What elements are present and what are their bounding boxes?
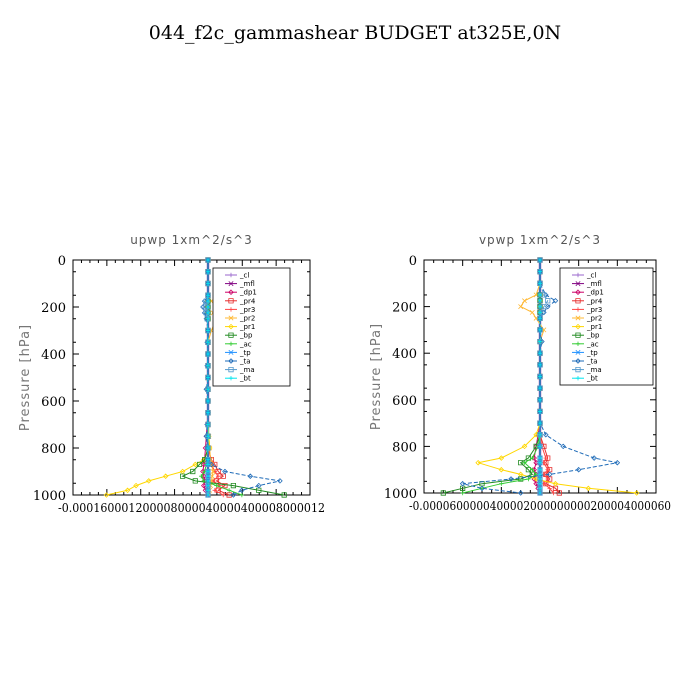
legend-marker <box>575 341 581 346</box>
legend-label: _mfl <box>239 280 255 288</box>
legend-marker <box>228 323 234 330</box>
legend-label: _bt <box>239 375 251 383</box>
panel-title: upwp 1xm^2/s^3 <box>130 233 253 247</box>
y-tick-label: 800 <box>41 442 66 457</box>
legend-label: _ma <box>586 366 602 374</box>
legend-marker <box>228 332 234 338</box>
legend-label: _pr4 <box>586 297 603 305</box>
legend-marker <box>575 349 581 355</box>
legend-label: _cl <box>586 272 596 280</box>
legend-marker <box>575 358 581 364</box>
series-markers-ma <box>202 257 211 498</box>
legend-label: _bp <box>239 332 253 340</box>
vpwp-panel: vpwp 1xm^2/s^3 Pressure [hPa] 0 200 400 600 80… <box>369 233 671 513</box>
y-tick-label: 600 <box>41 395 66 410</box>
legend-label: _pr1 <box>586 323 602 331</box>
legend-label: _mfl <box>586 280 602 288</box>
legend-label: _bt <box>586 375 598 383</box>
y-axis-label: Pressure [hPa] <box>369 323 384 430</box>
legend-marker <box>228 376 234 381</box>
legend-marker <box>228 315 234 321</box>
legend-marker <box>228 289 234 295</box>
legend-marker <box>575 298 581 304</box>
series-markers-bt <box>205 257 211 498</box>
legend-marker <box>575 289 581 295</box>
legend-marker <box>575 376 581 381</box>
series-markers-ma <box>537 257 551 496</box>
legend-marker <box>575 307 581 312</box>
legend-label: _dp1 <box>239 289 257 297</box>
legend-marker <box>228 298 234 304</box>
legend-label: _pr3 <box>586 306 602 314</box>
legend-label: _tp <box>239 349 251 357</box>
legend-label: _ta <box>239 358 251 366</box>
y-tick-label: 800 <box>392 440 417 455</box>
legend-marker <box>228 281 234 287</box>
legend-marker <box>575 332 581 338</box>
legend-label: _dp1 <box>586 289 604 297</box>
legend-marker <box>228 358 234 364</box>
y-tick-label: 400 <box>41 348 66 363</box>
y-axis-label: Pressure [hPa] <box>18 324 33 431</box>
legend-label: _ac <box>586 340 599 348</box>
y-tick-label: 1000 <box>384 487 417 502</box>
legend-label: _pr1 <box>239 323 255 331</box>
x-tick-labels: -0.000160001200008000040000400008000012 <box>58 501 325 515</box>
legend-marker <box>228 367 234 373</box>
legend-label: _tp <box>586 349 598 357</box>
legend-label: _pr2 <box>586 315 602 323</box>
y-tick-label: 200 <box>392 301 417 316</box>
x-tick-labels: -0.0000600000400002000000000200004000060 <box>409 499 671 513</box>
y-tick-label: 600 <box>392 394 417 409</box>
legend-marker <box>575 281 581 287</box>
legend-label: _cl <box>239 272 249 280</box>
upwp-panel: upwp 1xm^2/s^3 Pressure [hPa] 0 200 400 600 80… <box>18 233 325 515</box>
y-tick-label: 0 <box>58 254 66 269</box>
legend-label: _pr2 <box>239 315 255 323</box>
legend-label: _ac <box>239 340 252 348</box>
panel-title: vpwp 1xm^2/s^3 <box>479 233 601 247</box>
legend-marker <box>575 272 581 278</box>
y-tick-label: 0 <box>409 254 417 269</box>
legend-label: _pr4 <box>239 297 256 305</box>
figure-title: 044_f2c_gammashear BUDGET at325E,0N <box>149 22 561 44</box>
legend-marker <box>228 307 234 312</box>
legend-marker <box>228 272 234 278</box>
legend-marker <box>575 323 581 330</box>
legend-label: _ma <box>239 366 255 374</box>
y-tick-label: 1000 <box>33 489 66 504</box>
legend-marker <box>575 315 581 321</box>
y-tick-label: 200 <box>41 301 66 316</box>
legend-marker <box>228 349 234 355</box>
legend-label: _ta <box>586 358 598 366</box>
series-markers-bt <box>537 257 543 496</box>
legend-marker <box>228 341 234 346</box>
legend-marker <box>575 367 581 373</box>
y-tick-label: 400 <box>392 347 417 362</box>
legend-label: _pr3 <box>239 306 255 314</box>
legend-label: _bp <box>586 332 600 340</box>
